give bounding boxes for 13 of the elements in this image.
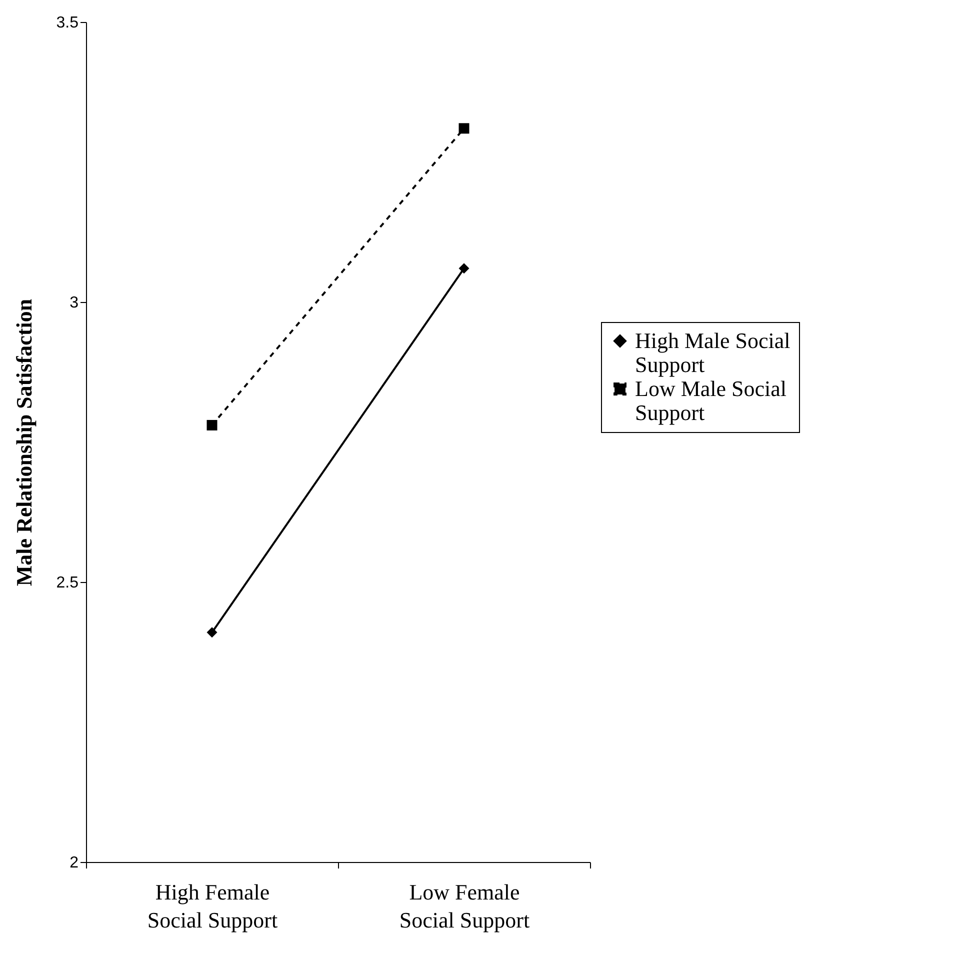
point (206, 627, 218, 638)
legend-label: Low Male Social Support (635, 376, 787, 425)
y-tick-label: 3 (70, 294, 79, 312)
y-tick-label: 3.5 (56, 14, 79, 32)
legend-label: High Male Social Support (635, 328, 790, 377)
y-tick-label: 2 (70, 854, 79, 872)
point (458, 123, 470, 134)
point (458, 263, 470, 274)
point (206, 420, 218, 430)
x-tick-label: Low Female Social Support (399, 880, 530, 932)
y-tick-label: 2.5 (56, 574, 79, 592)
y-axis-title: Male Relationship Satisfaction (11, 298, 36, 586)
x-tick-label: High Female Social Support (147, 880, 278, 932)
